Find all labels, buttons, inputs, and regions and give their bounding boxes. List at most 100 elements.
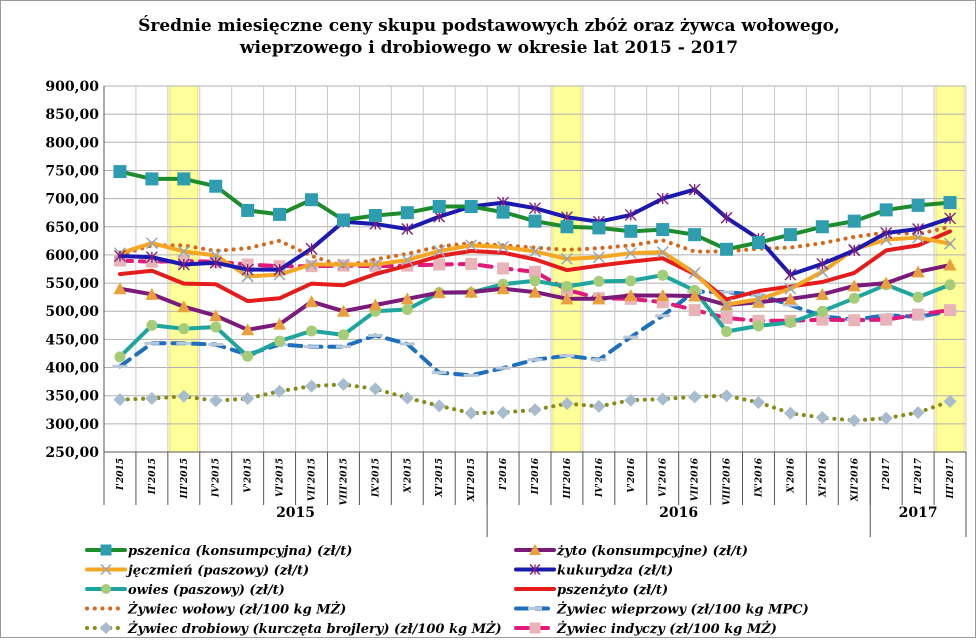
marker-dash	[208, 342, 224, 346]
x-tick-label: IV'2016	[595, 457, 605, 498]
x-tick-label: XI'2016	[818, 457, 828, 498]
x-tick-label: X'2015	[403, 458, 413, 494]
marker-x-stroke	[401, 253, 414, 267]
x-tick-label: XII'2015	[467, 458, 477, 502]
series-0	[113, 165, 957, 256]
y-tick-label: 800,00	[45, 135, 99, 151]
marker-triangle	[177, 300, 191, 313]
marker-circle	[816, 305, 828, 317]
marker-star	[209, 256, 222, 269]
marker-triangle	[528, 285, 542, 298]
marker-x-stroke	[465, 239, 478, 252]
marker-x	[752, 293, 765, 306]
marker-diamond	[560, 397, 574, 411]
marker-circle	[101, 584, 111, 594]
marker-x-stroke	[720, 298, 733, 311]
marker-dash	[527, 358, 543, 362]
marker-x	[369, 258, 382, 271]
x-tick-label: V'2016	[627, 457, 637, 493]
marker-star	[784, 268, 797, 281]
marker-x-stroke	[656, 246, 669, 259]
y-tick-label: 850,00	[45, 107, 99, 123]
x-tick-label: II'2015	[148, 458, 158, 495]
x-tick-label: VI'2016	[659, 457, 669, 497]
marker-circle	[274, 335, 286, 347]
marker-triangle	[592, 292, 606, 305]
marker-dash	[399, 342, 415, 346]
marker-triangle	[209, 309, 223, 322]
marker-star	[529, 202, 541, 215]
series-line	[118, 258, 952, 323]
marker-x	[656, 246, 669, 259]
marker-x	[497, 241, 510, 254]
marker-x-stroke	[337, 258, 350, 271]
marker-circle	[529, 275, 541, 287]
marker-triangle	[496, 282, 510, 295]
marker-diamond	[911, 406, 925, 420]
marker-triangle	[879, 276, 893, 289]
marker-diamond	[847, 413, 861, 427]
marker-square	[432, 199, 446, 213]
legend: pszenica (konsumpcyjna) (zł/t) żyto (kons…	[85, 544, 809, 637]
x-tick-label: VI'2015	[276, 458, 286, 497]
marker-circle	[337, 329, 349, 341]
marker-star	[944, 212, 956, 225]
marker-triangle	[656, 288, 670, 301]
marker-x-stroke	[592, 251, 605, 264]
marker-star	[305, 242, 318, 255]
marker-x	[465, 239, 478, 252]
marker-diamond	[241, 392, 255, 406]
marker-triangle	[911, 265, 925, 278]
marker-square	[912, 308, 925, 321]
marker-x-stroke	[433, 244, 446, 258]
marker-square	[305, 193, 319, 207]
marker-star	[912, 223, 925, 235]
marker-diamond	[113, 393, 127, 407]
marker-dash	[782, 303, 798, 307]
marker-triangle	[560, 292, 574, 305]
marker-diamond	[145, 392, 159, 406]
y-tick-label: 450,00	[45, 332, 99, 348]
marker-square	[497, 262, 510, 275]
marker-x	[912, 231, 925, 244]
marker-star	[688, 183, 701, 196]
series-8	[113, 377, 957, 427]
marker-diamond	[943, 394, 957, 408]
marker-circle	[944, 279, 956, 291]
legend-item: jęczmień (paszowy) (zł/t)	[85, 564, 309, 579]
legend-item: Żywiec drobiowy (kurczęta brojlery) (zł/…	[85, 621, 502, 637]
marker-circle	[178, 323, 190, 335]
marker-square	[400, 206, 414, 220]
marker-diamond	[496, 406, 510, 420]
marker-diamond	[720, 389, 734, 403]
year-label: 2015	[276, 505, 315, 521]
marker-square	[944, 304, 957, 317]
marker-star	[145, 251, 158, 264]
legend-item: Żywiec indyczy (zł/100 kg MŻ)	[514, 621, 777, 637]
marker-x	[944, 237, 957, 250]
marker-star	[273, 263, 286, 276]
marker-diamond	[305, 379, 319, 393]
marker-dash	[528, 607, 542, 610]
chart-title-line2: wieprzowego i drobiowego w okresie lat 2…	[239, 38, 738, 58]
marker-triangle	[241, 323, 255, 336]
marker-x-stroke	[784, 282, 797, 295]
marker-diamond	[879, 411, 893, 425]
marker-circle	[752, 320, 764, 332]
y-tick-label: 700,00	[45, 192, 99, 208]
legend-item: żyto (konsumpcyjne) (zł/t)	[514, 544, 748, 559]
marker-triangle	[464, 285, 478, 298]
marker-square	[943, 196, 957, 210]
legend-item: pszenżyto (zł/t)	[514, 583, 668, 598]
marker-x-stroke	[177, 245, 190, 258]
marker-triangle	[688, 289, 702, 302]
marker-diamond	[100, 622, 112, 634]
marker-circle	[401, 304, 413, 316]
x-tick-label: I'2017	[882, 457, 892, 491]
legend-item: pszenica (konsumpcyjna) (zł/t)	[85, 544, 352, 559]
marker-triangle	[368, 298, 382, 311]
marker-square	[720, 242, 734, 256]
marker-triangle	[847, 279, 861, 292]
marker-square	[880, 313, 893, 326]
